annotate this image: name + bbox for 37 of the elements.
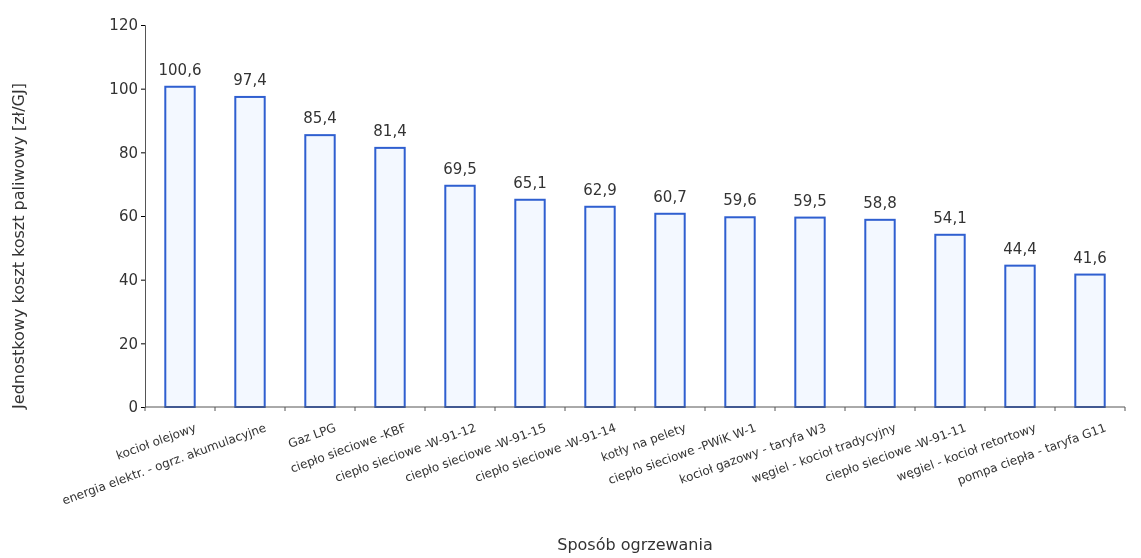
data-label: 59,5 <box>793 191 827 210</box>
y-tick-label: 40 <box>118 270 138 289</box>
data-label: 54,1 <box>933 208 967 227</box>
y-tick-label: 80 <box>118 143 138 162</box>
bar <box>864 218 896 408</box>
bar <box>234 95 266 408</box>
bar <box>724 216 756 408</box>
y-tick-label: 20 <box>118 334 138 353</box>
bar <box>374 146 406 408</box>
x-axis-title: Sposób ogrzewania <box>557 535 713 554</box>
data-label: 62,9 <box>583 180 617 199</box>
data-label: 41,6 <box>1073 248 1107 267</box>
bar <box>934 233 966 408</box>
bar <box>164 85 196 408</box>
bar <box>794 216 826 408</box>
y-tick-label: 100 <box>109 79 138 98</box>
y-tick-label: 120 <box>109 16 138 35</box>
data-label: 100,6 <box>158 60 202 79</box>
data-label: 85,4 <box>303 109 337 128</box>
data-label: 44,4 <box>1003 239 1037 258</box>
bar <box>1004 264 1036 408</box>
data-label: 97,4 <box>233 70 267 89</box>
data-label: 58,8 <box>863 193 897 212</box>
bar <box>584 205 616 408</box>
data-label: 59,6 <box>723 191 757 210</box>
bar <box>654 212 686 408</box>
bar <box>304 134 336 408</box>
data-label: 65,1 <box>513 173 547 192</box>
bar <box>514 198 546 408</box>
y-tick-label: 0 <box>128 398 138 417</box>
data-label: 60,7 <box>653 187 687 206</box>
y-tick-label: 60 <box>118 207 138 226</box>
y-axis-title: Jednostkowy koszt koszt paliwowy [zł/GJ] <box>9 83 28 410</box>
data-label: 81,4 <box>373 121 407 140</box>
bar <box>1074 273 1106 408</box>
data-label: 69,5 <box>443 159 477 178</box>
bar <box>444 184 476 408</box>
